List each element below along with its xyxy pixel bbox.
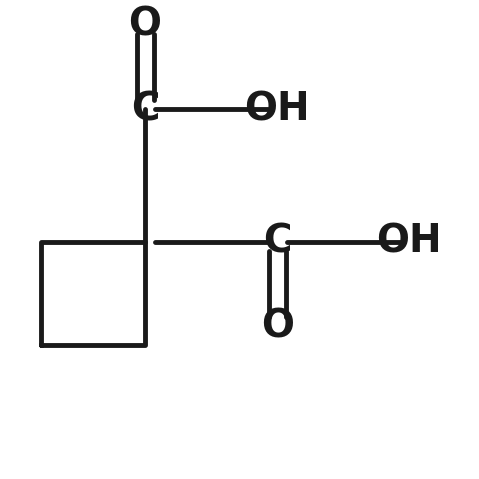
Text: C: C: [131, 91, 160, 128]
Text: O: O: [128, 6, 161, 44]
Text: C: C: [263, 223, 292, 261]
Text: OH: OH: [376, 223, 442, 261]
Text: O: O: [261, 308, 294, 345]
Text: OH: OH: [244, 91, 310, 128]
